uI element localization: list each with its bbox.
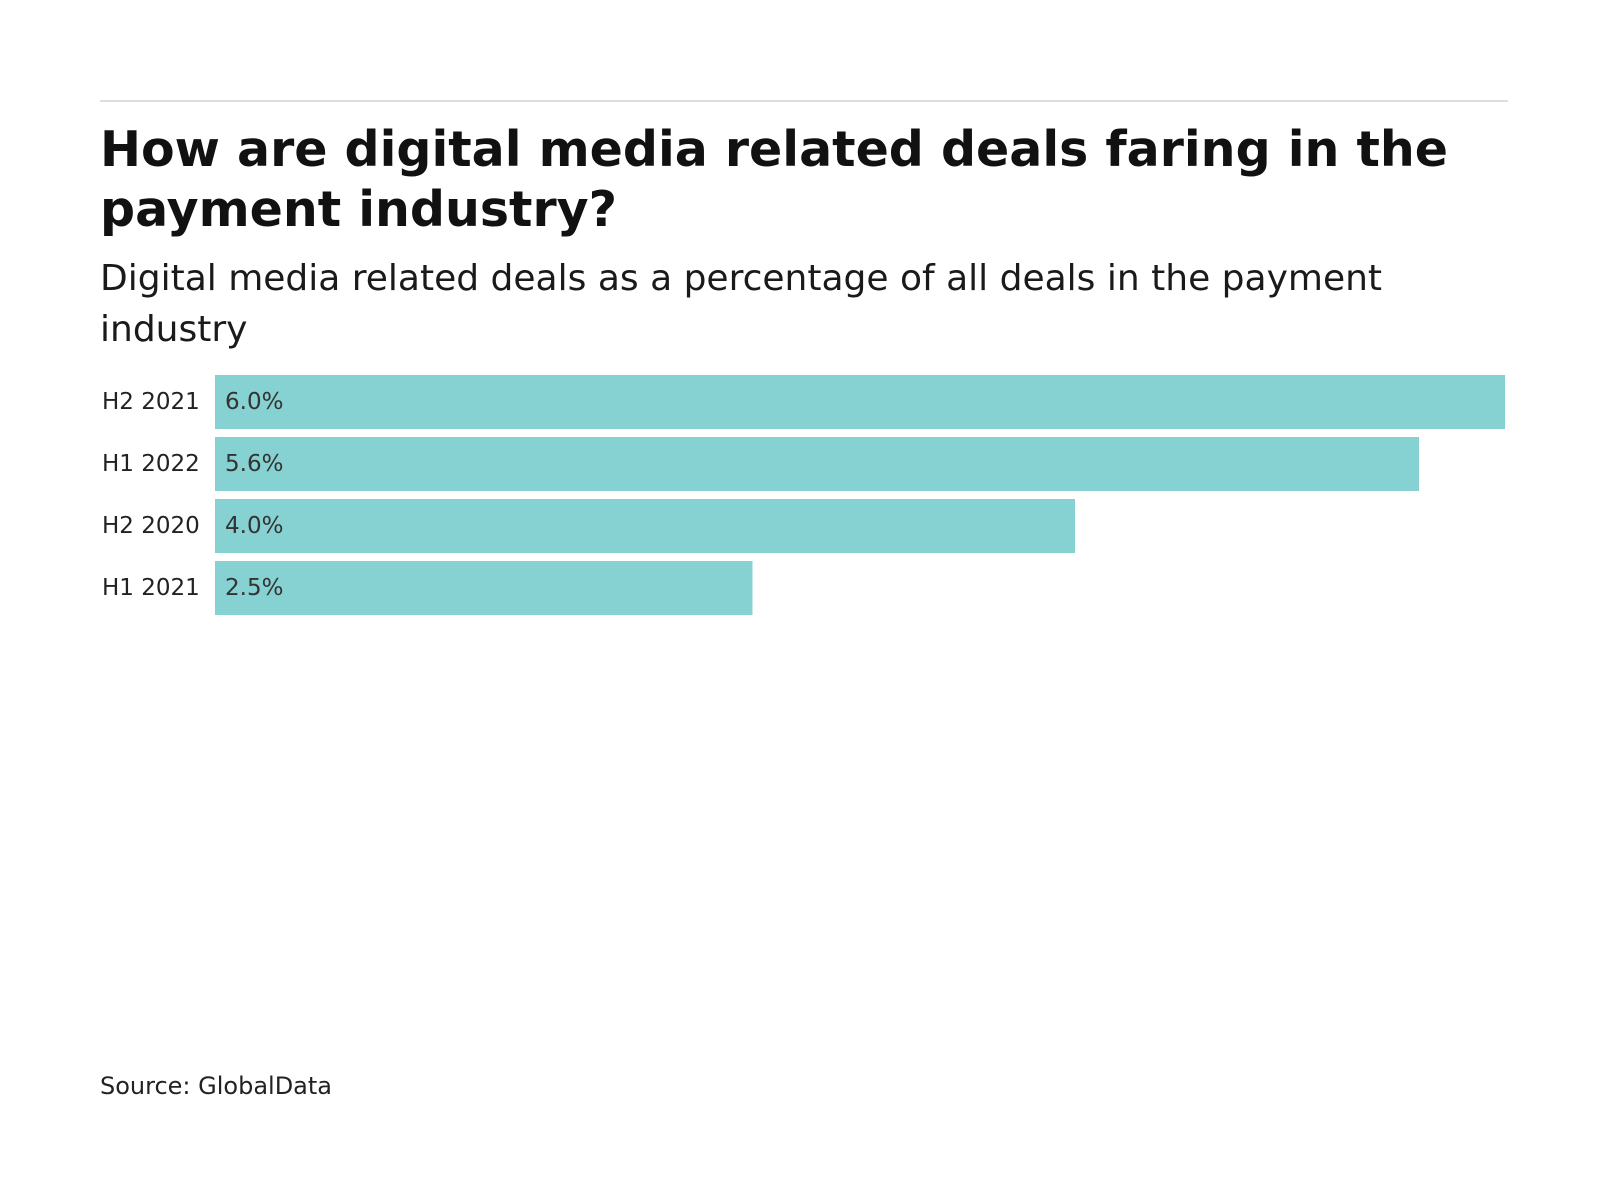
category-label: H2 2021 <box>102 389 200 415</box>
bar-h1-2021 <box>215 561 753 615</box>
top-divider <box>100 100 1508 102</box>
value-label: 4.0% <box>225 513 283 539</box>
bar-h1-2022 <box>215 437 1419 491</box>
bar-h2-2020 <box>215 499 1075 553</box>
category-label: H1 2022 <box>102 451 200 477</box>
value-label: 2.5% <box>225 575 283 601</box>
source-note: Source: GlobalData <box>100 1072 333 1100</box>
value-label: 5.6% <box>225 451 283 477</box>
bar-h2-2021 <box>215 375 1505 429</box>
category-label: H2 2020 <box>102 513 200 539</box>
chart-subtitle: Digital media related deals as a percent… <box>100 258 1383 350</box>
chart-title: How are digital media related deals fari… <box>100 121 1448 238</box>
value-label: 6.0% <box>225 389 283 415</box>
category-label: H1 2021 <box>102 575 200 601</box>
